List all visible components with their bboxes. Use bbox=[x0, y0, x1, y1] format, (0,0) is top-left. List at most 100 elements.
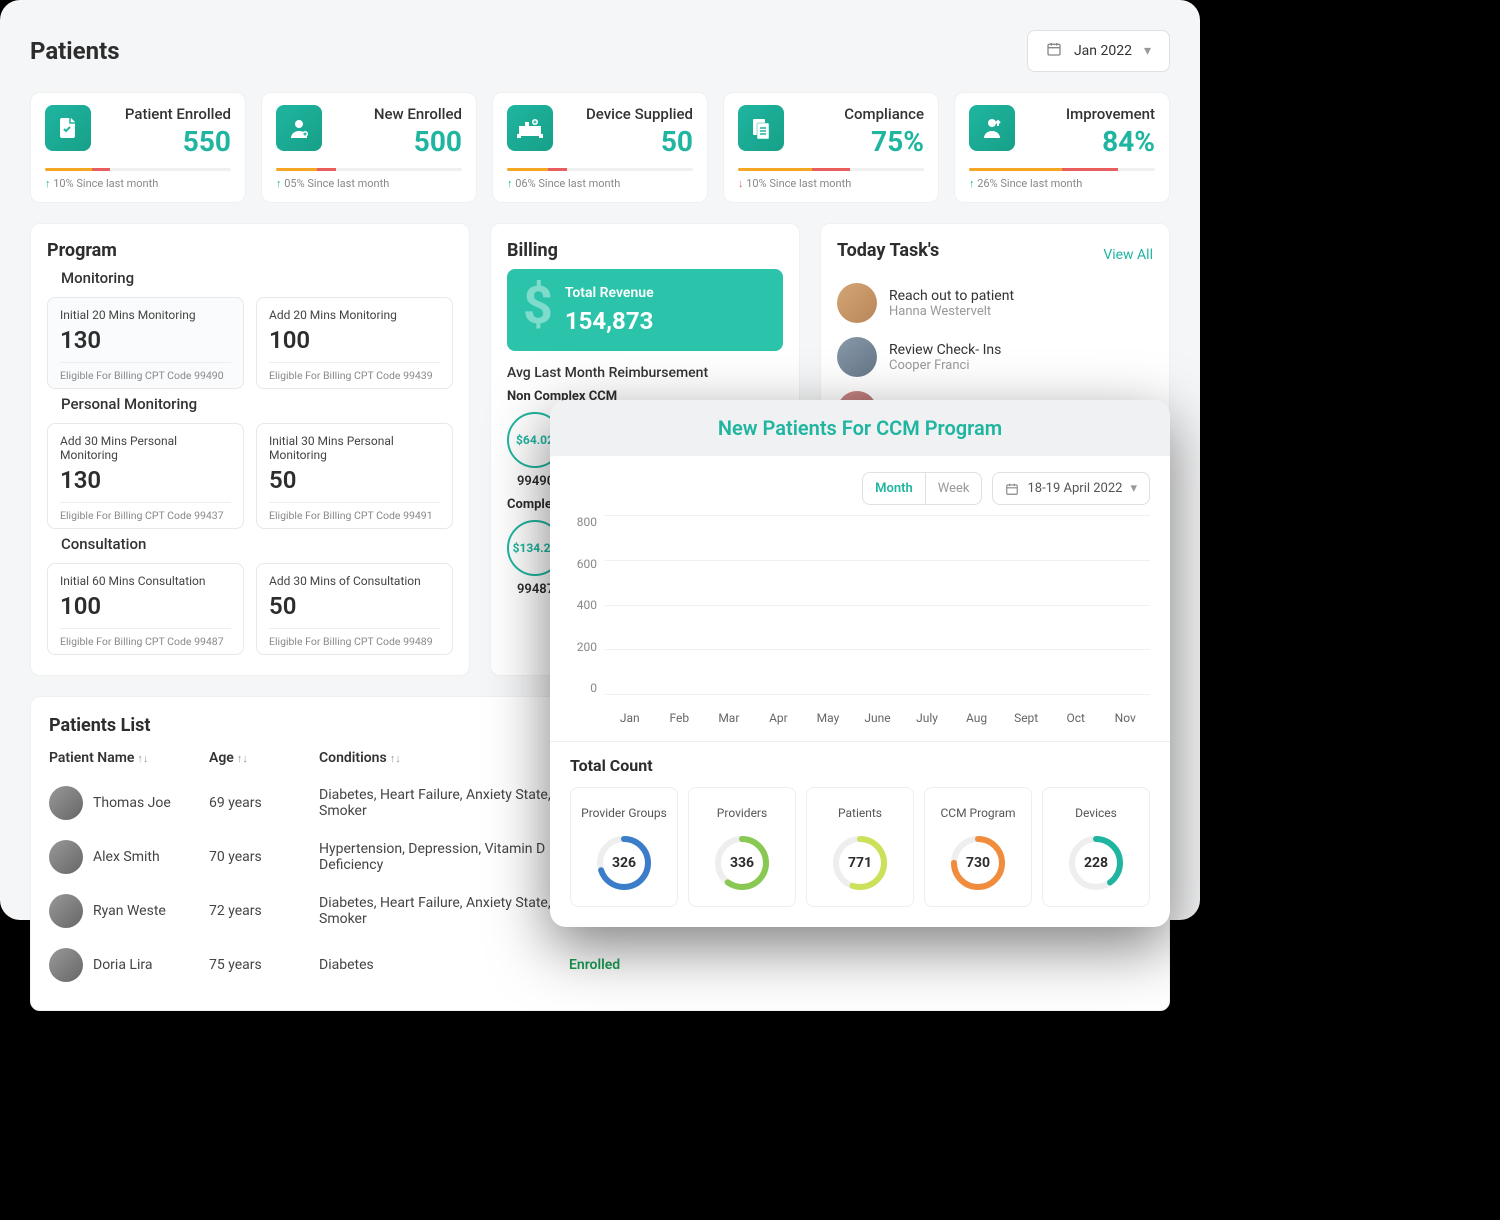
col-name[interactable]: Patient Name↑↓ bbox=[49, 750, 209, 766]
period-toggle[interactable]: Month Week bbox=[862, 472, 982, 505]
stat-card[interactable]: New Enrolled 500 ↑ 05% Since last month bbox=[261, 92, 477, 203]
program-card-value: 100 bbox=[60, 592, 231, 620]
count-row: Provider Groups 326 Providers 336 Patien… bbox=[570, 787, 1150, 907]
patient-conditions: Diabetes bbox=[319, 957, 569, 973]
x-axis: JanFebMarAprMayJuneJulyAugSeptOctNov bbox=[605, 711, 1150, 725]
count-card[interactable]: Provider Groups 326 bbox=[570, 787, 678, 907]
program-card[interactable]: Initial 30 Mins Personal Monitoring 50 E… bbox=[256, 423, 453, 529]
program-card-label: Add 30 Mins Personal Monitoring bbox=[60, 434, 231, 462]
stat-card[interactable]: Improvement 84% ↑ 26% Since last month bbox=[954, 92, 1170, 203]
donut-chart: 771 bbox=[831, 834, 889, 892]
stat-card[interactable]: Device Supplied 50 ↑ 06% Since last mont… bbox=[492, 92, 708, 203]
count-card[interactable]: CCM Program 730 bbox=[924, 787, 1032, 907]
donut-chart: 228 bbox=[1067, 834, 1125, 892]
task-item[interactable]: Review Check- Ins Cooper Franci bbox=[837, 337, 1153, 377]
stat-value: 550 bbox=[101, 125, 231, 158]
count-label: Providers bbox=[695, 798, 789, 828]
header: Patients Jan 2022 ▾ bbox=[30, 30, 1170, 72]
program-card-label: Add 30 Mins of Consultation bbox=[269, 574, 440, 588]
x-tick: July bbox=[902, 711, 952, 725]
stat-progress bbox=[738, 168, 924, 171]
program-card-value: 100 bbox=[269, 326, 440, 354]
stat-icon bbox=[738, 105, 784, 151]
col-conditions[interactable]: Conditions↑↓ bbox=[319, 750, 569, 766]
program-card-foot: Eligible For Billing CPT Code 99439 bbox=[269, 362, 440, 388]
stat-card[interactable]: Patient Enrolled 550 ↑ 10% Since last mo… bbox=[30, 92, 246, 203]
avatar bbox=[837, 283, 877, 323]
donut-chart: 336 bbox=[713, 834, 771, 892]
stat-card[interactable]: Compliance 75% ↓ 10% Since last month bbox=[723, 92, 939, 203]
program-card-foot: Eligible For Billing CPT Code 99491 bbox=[269, 502, 440, 528]
calendar-icon bbox=[1005, 482, 1019, 496]
program-group-name: Personal Monitoring bbox=[61, 395, 453, 413]
tasks-title: Today Task's bbox=[837, 240, 939, 261]
stats-row: Patient Enrolled 550 ↑ 10% Since last mo… bbox=[30, 92, 1170, 203]
date-filter[interactable]: Jan 2022 ▾ bbox=[1027, 30, 1170, 72]
chart-date-picker[interactable]: 18-19 April 2022 ▾ bbox=[992, 472, 1150, 505]
donut-value: 730 bbox=[949, 834, 1007, 892]
program-card-foot: Eligible For Billing CPT Code 99487 bbox=[60, 628, 231, 654]
x-tick: Feb bbox=[655, 711, 705, 725]
table-row[interactable]: Doria Lira 75 years Diabetes Enrolled bbox=[49, 938, 1151, 992]
x-tick: Oct bbox=[1051, 711, 1101, 725]
stat-progress bbox=[507, 168, 693, 171]
program-card-label: Initial 60 Mins Consultation bbox=[60, 574, 231, 588]
count-label: CCM Program bbox=[931, 798, 1025, 828]
bars bbox=[605, 515, 1150, 695]
program-card[interactable]: Add 30 Mins of Consultation 50 Eligible … bbox=[256, 563, 453, 655]
stat-progress bbox=[276, 168, 462, 171]
sort-icon: ↑↓ bbox=[237, 752, 248, 765]
count-label: Devices bbox=[1049, 798, 1143, 828]
stat-progress bbox=[969, 168, 1155, 171]
task-person: Cooper Franci bbox=[889, 358, 1153, 373]
total-count-section: Total Count Provider Groups 326 Provider… bbox=[550, 741, 1170, 927]
stat-icon bbox=[45, 105, 91, 151]
stat-title: New Enrolled bbox=[332, 105, 462, 123]
x-tick: Sept bbox=[1001, 711, 1051, 725]
sort-icon: ↑↓ bbox=[390, 752, 401, 765]
page-title: Patients bbox=[30, 37, 120, 65]
program-card[interactable]: Add 30 Mins Personal Monitoring 130 Elig… bbox=[47, 423, 244, 529]
count-card[interactable]: Providers 336 bbox=[688, 787, 796, 907]
chart-wrap: Month Week 18-19 April 2022 ▾ 8006004002… bbox=[550, 456, 1170, 741]
count-card[interactable]: Devices 228 bbox=[1042, 787, 1150, 907]
x-tick: Aug bbox=[952, 711, 1002, 725]
stat-value: 75% bbox=[794, 125, 924, 158]
calendar-icon bbox=[1046, 41, 1062, 61]
date-filter-label: Jan 2022 bbox=[1074, 43, 1132, 59]
patient-age: 75 years bbox=[209, 957, 319, 973]
avatar bbox=[49, 948, 83, 982]
program-card[interactable]: Add 20 Mins Monitoring 100 Eligible For … bbox=[256, 297, 453, 389]
program-card-value: 50 bbox=[269, 466, 440, 494]
toggle-month[interactable]: Month bbox=[863, 473, 925, 504]
program-card-foot: Eligible For Billing CPT Code 99490 bbox=[60, 362, 231, 388]
patient-name: Alex Smith bbox=[93, 849, 160, 865]
sort-icon: ↑↓ bbox=[137, 752, 148, 765]
avatar bbox=[49, 786, 83, 820]
program-card[interactable]: Initial 20 Mins Monitoring 130 Eligible … bbox=[47, 297, 244, 389]
stat-progress bbox=[45, 168, 231, 171]
billing-title: Billing bbox=[507, 240, 783, 261]
patient-conditions: Hypertension, Depression, Vitamin D Defi… bbox=[319, 841, 569, 873]
chevron-down-icon: ▾ bbox=[1130, 481, 1137, 496]
x-tick: June bbox=[853, 711, 903, 725]
stat-icon bbox=[969, 105, 1015, 151]
col-age[interactable]: Age↑↓ bbox=[209, 750, 319, 766]
program-card[interactable]: Initial 60 Mins Consultation 100 Eligibl… bbox=[47, 563, 244, 655]
chart-date-label: 18-19 April 2022 bbox=[1027, 481, 1122, 496]
count-label: Patients bbox=[813, 798, 907, 828]
task-item[interactable]: Reach out to patient Hanna Westervelt bbox=[837, 283, 1153, 323]
x-tick: Apr bbox=[754, 711, 804, 725]
program-card-label: Initial 20 Mins Monitoring bbox=[60, 308, 231, 322]
patient-age: 69 years bbox=[209, 795, 319, 811]
patient-name: Ryan Weste bbox=[93, 903, 166, 919]
count-card[interactable]: Patients 771 bbox=[806, 787, 914, 907]
program-card-label: Add 20 Mins Monitoring bbox=[269, 308, 440, 322]
toggle-week[interactable]: Week bbox=[926, 473, 982, 504]
stat-value: 500 bbox=[332, 125, 462, 158]
avatar bbox=[49, 894, 83, 928]
program-card-value: 130 bbox=[60, 466, 231, 494]
x-tick: Jan bbox=[605, 711, 655, 725]
view-all-link[interactable]: View All bbox=[1103, 247, 1153, 263]
program-group-name: Consultation bbox=[61, 535, 453, 553]
